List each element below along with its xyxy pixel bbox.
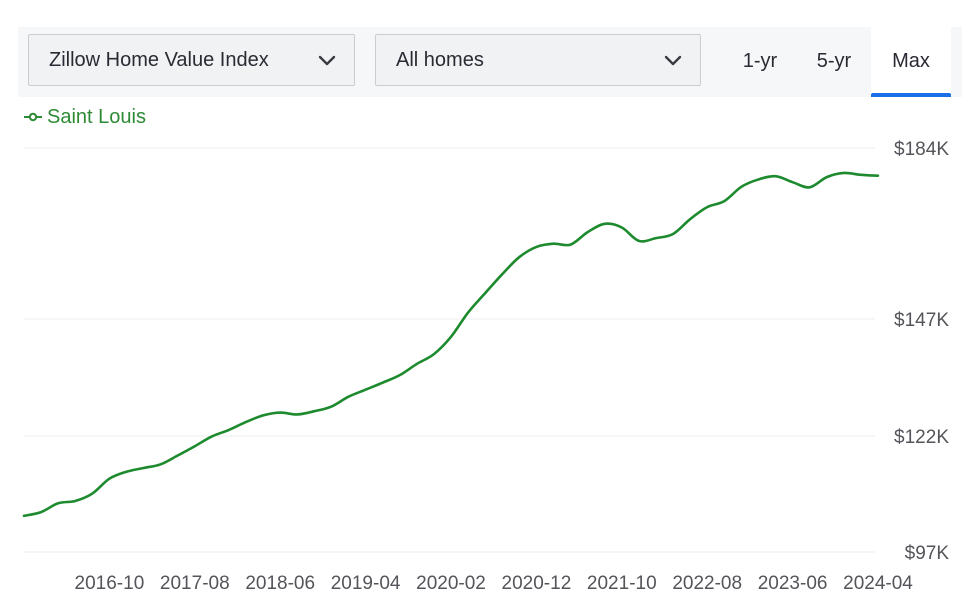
data-point[interactable] bbox=[602, 221, 608, 227]
data-point[interactable] bbox=[277, 410, 283, 416]
data-point[interactable] bbox=[397, 372, 403, 378]
x-tick-label: 2017-08 bbox=[160, 573, 230, 594]
data-point[interactable] bbox=[619, 224, 625, 230]
data-point[interactable] bbox=[499, 271, 505, 277]
legend-line-marker-icon bbox=[24, 112, 42, 122]
data-point[interactable] bbox=[209, 433, 215, 439]
data-point[interactable] bbox=[192, 443, 198, 449]
data-point[interactable] bbox=[721, 198, 727, 204]
x-tick-label: 2024-04 bbox=[843, 573, 913, 594]
range-button-5yr[interactable]: 5-yr bbox=[816, 50, 852, 72]
data-point[interactable] bbox=[123, 469, 129, 475]
data-point[interactable] bbox=[636, 238, 642, 244]
data-point[interactable] bbox=[414, 361, 420, 367]
x-tick-label: 2019-04 bbox=[331, 573, 401, 594]
data-point[interactable] bbox=[755, 176, 761, 182]
x-tick-label: 2016-10 bbox=[75, 573, 145, 594]
y-tick-label: $147K bbox=[894, 310, 949, 331]
legend-series-label: Saint Louis bbox=[47, 105, 146, 128]
home-type-select-value: All homes bbox=[396, 49, 484, 71]
data-point[interactable] bbox=[226, 427, 232, 433]
data-point[interactable] bbox=[243, 419, 249, 425]
data-point[interactable] bbox=[704, 204, 710, 210]
data-point[interactable] bbox=[568, 242, 574, 248]
chart-toolbar: Zillow Home Value Index All homes 1-yr 5… bbox=[18, 27, 962, 97]
chart-legend[interactable]: Saint Louis bbox=[24, 105, 146, 129]
data-point[interactable] bbox=[465, 310, 471, 316]
chevron-down-icon bbox=[664, 55, 682, 66]
x-tick-label: 2020-12 bbox=[502, 573, 572, 594]
metric-select[interactable]: Zillow Home Value Index bbox=[28, 34, 355, 86]
x-tick-label: 2018-06 bbox=[245, 573, 315, 594]
data-point[interactable] bbox=[346, 394, 352, 400]
data-point[interactable] bbox=[875, 173, 881, 179]
x-tick-label: 2023-06 bbox=[758, 573, 828, 594]
data-point[interactable] bbox=[687, 216, 693, 222]
range-button-1yr[interactable]: 1-yr bbox=[742, 50, 778, 72]
data-point[interactable] bbox=[89, 491, 95, 497]
data-point[interactable] bbox=[38, 509, 44, 515]
y-tick-label: $97K bbox=[905, 543, 950, 564]
metric-select-value: Zillow Home Value Index bbox=[49, 49, 269, 71]
range-button-max[interactable]: Max bbox=[871, 27, 951, 97]
data-point[interactable] bbox=[448, 334, 454, 340]
data-point[interactable] bbox=[858, 172, 864, 178]
data-point[interactable] bbox=[585, 229, 591, 235]
data-point[interactable] bbox=[670, 231, 676, 237]
data-point[interactable] bbox=[550, 241, 556, 247]
data-point[interactable] bbox=[158, 461, 164, 467]
data-point[interactable] bbox=[106, 476, 112, 482]
data-point[interactable] bbox=[328, 404, 334, 410]
data-point[interactable] bbox=[260, 412, 266, 418]
y-tick-label: $184K bbox=[894, 139, 949, 160]
chevron-down-icon bbox=[318, 55, 336, 66]
data-point[interactable] bbox=[294, 411, 300, 417]
data-point[interactable] bbox=[653, 235, 659, 241]
data-point[interactable] bbox=[482, 290, 488, 296]
data-point[interactable] bbox=[311, 408, 317, 414]
data-point[interactable] bbox=[21, 513, 27, 519]
data-point[interactable] bbox=[807, 184, 813, 190]
data-point[interactable] bbox=[516, 254, 522, 260]
data-point[interactable] bbox=[72, 498, 78, 504]
data-point[interactable] bbox=[824, 174, 830, 180]
series-line-saint-louis[interactable] bbox=[22, 171, 880, 518]
y-tick-label: $122K bbox=[894, 427, 949, 448]
data-point[interactable] bbox=[141, 465, 147, 471]
data-point[interactable] bbox=[773, 173, 779, 179]
data-point[interactable] bbox=[790, 179, 796, 185]
home-type-select[interactable]: All homes bbox=[375, 34, 701, 86]
data-point[interactable] bbox=[175, 452, 181, 458]
x-tick-label: 2021-10 bbox=[587, 573, 657, 594]
data-point[interactable] bbox=[380, 380, 386, 386]
data-point[interactable] bbox=[738, 184, 744, 190]
x-tick-label: 2020-02 bbox=[416, 573, 486, 594]
data-point[interactable] bbox=[431, 351, 437, 357]
x-tick-label: 2022-08 bbox=[672, 573, 742, 594]
data-point[interactable] bbox=[841, 170, 847, 176]
data-point[interactable] bbox=[533, 244, 539, 250]
data-point[interactable] bbox=[55, 500, 61, 506]
data-point[interactable] bbox=[363, 387, 369, 393]
